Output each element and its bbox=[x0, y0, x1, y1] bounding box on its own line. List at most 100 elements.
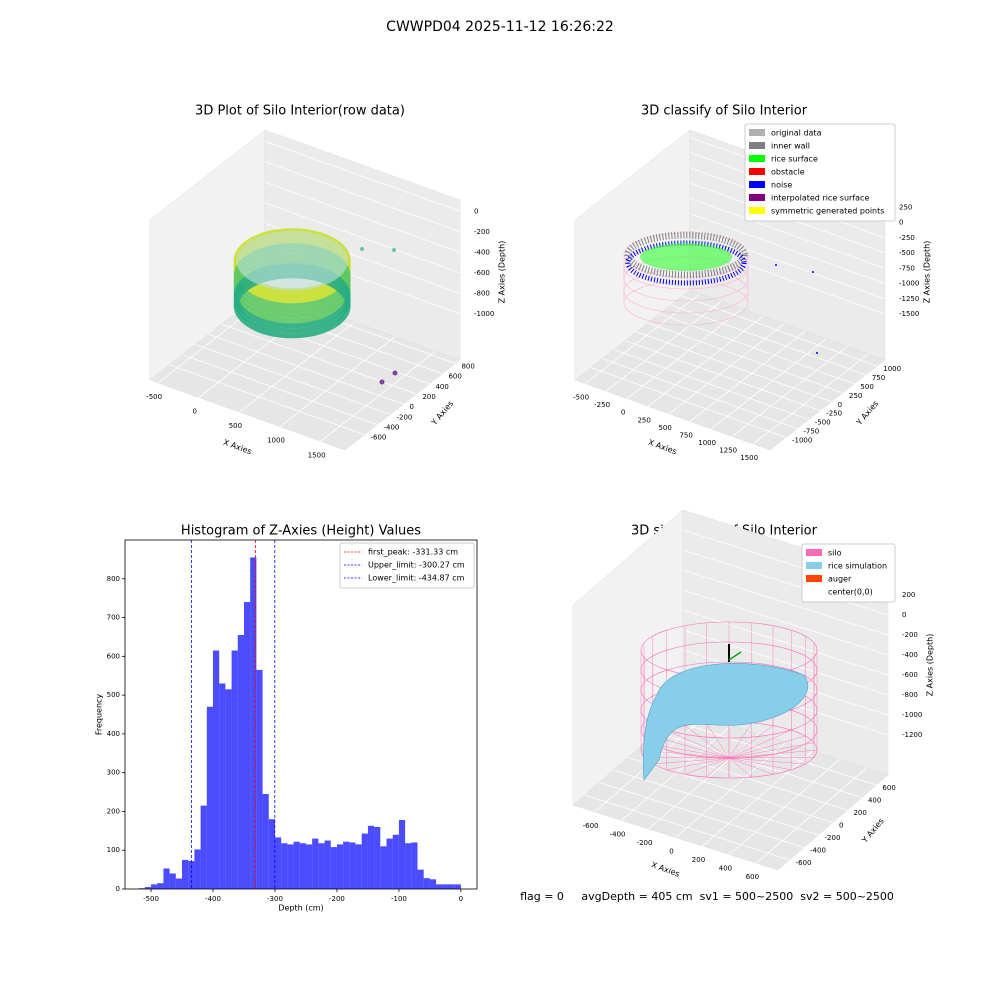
legend-label: Upper_limit: -300.27 cm bbox=[368, 561, 465, 570]
auger bbox=[728, 651, 742, 661]
x-tick-label: -300 bbox=[267, 895, 283, 903]
y-tick-label: 400 bbox=[868, 797, 881, 805]
z-tick-label: -500 bbox=[899, 249, 915, 257]
bar bbox=[293, 841, 300, 889]
bar bbox=[299, 843, 306, 889]
z-axis-label: Z Axies (Depth) bbox=[926, 634, 935, 697]
z-tick-label: -750 bbox=[899, 264, 915, 272]
bar bbox=[429, 879, 437, 889]
y-tick-label: 800 bbox=[461, 363, 474, 371]
z-tick-label: 0 bbox=[899, 219, 903, 227]
y-tick-label: 400 bbox=[435, 383, 448, 391]
x-axis-label: X Axies bbox=[650, 860, 681, 879]
point bbox=[816, 352, 818, 354]
silo-wire bbox=[666, 730, 730, 759]
x-tick-label: 1500 bbox=[308, 451, 326, 459]
grid-line bbox=[659, 313, 855, 385]
bar bbox=[392, 834, 399, 889]
y-tick-label: -250 bbox=[826, 410, 842, 418]
y-tick-label: -600 bbox=[370, 434, 386, 442]
x-tick-label: 0 bbox=[459, 895, 463, 903]
bar bbox=[417, 869, 424, 889]
legend-box bbox=[339, 542, 475, 589]
legend-label: Lower_limit: -434.87 cm bbox=[368, 574, 465, 583]
y-tick-label: 800 bbox=[107, 575, 120, 583]
x-tick-label: 0 bbox=[669, 848, 673, 856]
x-tick-label: 500 bbox=[229, 422, 242, 430]
point bbox=[775, 264, 777, 266]
bar bbox=[312, 838, 319, 889]
y-tick-label: -400 bbox=[810, 847, 826, 855]
x-tick-label: -200 bbox=[329, 895, 345, 903]
bar bbox=[324, 840, 331, 889]
z-tick-label: -1250 bbox=[899, 295, 919, 303]
grid-line bbox=[656, 732, 863, 798]
grid-line bbox=[682, 609, 889, 676]
bar bbox=[405, 843, 412, 889]
grid-line bbox=[689, 213, 886, 285]
y-tick-label: 600 bbox=[882, 784, 895, 792]
grid-line bbox=[208, 333, 404, 405]
bar bbox=[200, 805, 207, 889]
x-tick-label: -500 bbox=[143, 895, 159, 903]
y-tick-label: -200 bbox=[825, 834, 841, 842]
legend-swatch bbox=[749, 142, 765, 149]
y-axis-label: Y Axies bbox=[429, 399, 455, 428]
z-tick-label: -250 bbox=[899, 234, 915, 242]
y-tick-label: 1000 bbox=[883, 365, 901, 373]
z-tick-label: -1000 bbox=[899, 280, 919, 288]
y-tick-label: 100 bbox=[107, 846, 120, 854]
silo-wire bbox=[684, 725, 730, 759]
grid-line bbox=[682, 295, 878, 367]
grid-line bbox=[264, 181, 461, 253]
y-axis-label: Y Axies bbox=[860, 817, 886, 846]
x-tick-label: -400 bbox=[205, 895, 221, 903]
z-axis-label: Z Axies (Depth) bbox=[498, 241, 507, 304]
x-tick-label: -400 bbox=[610, 830, 626, 838]
grid-line bbox=[598, 782, 805, 848]
z-tick-label: -800 bbox=[474, 289, 490, 297]
bar bbox=[355, 844, 362, 889]
panel-title: 3D Plot of Silo Interior(row data) bbox=[195, 104, 405, 119]
legend-swatch bbox=[806, 549, 822, 556]
bar bbox=[305, 844, 313, 889]
y-tick-label: 250 bbox=[849, 392, 862, 400]
bar bbox=[349, 842, 356, 889]
bar bbox=[336, 844, 344, 889]
x-tick-label: -500 bbox=[146, 393, 162, 401]
z-tick-label: -200 bbox=[474, 228, 490, 236]
z-tick-label: -600 bbox=[902, 671, 918, 679]
y-tick-label: -1000 bbox=[792, 437, 812, 445]
x-tick-label: 400 bbox=[719, 865, 732, 873]
legend-swatch bbox=[749, 155, 765, 162]
grid-line bbox=[613, 769, 819, 836]
bar bbox=[454, 884, 461, 889]
bar bbox=[367, 825, 375, 889]
bar bbox=[194, 849, 201, 889]
legend-swatch bbox=[749, 168, 765, 175]
y-tick-label: 500 bbox=[107, 691, 120, 699]
y-tick-label: -750 bbox=[803, 428, 819, 436]
grid-line bbox=[682, 589, 889, 656]
x-axis-label: Depth (cm) bbox=[278, 904, 323, 913]
y-tick-label: 600 bbox=[107, 652, 120, 660]
x-tick-label: 500 bbox=[658, 424, 671, 432]
y-tick-label: -200 bbox=[396, 413, 412, 421]
z-tick-label: 250 bbox=[899, 203, 912, 211]
rice-surface bbox=[642, 663, 809, 781]
bar bbox=[268, 819, 275, 889]
y-tick-label: 400 bbox=[107, 730, 120, 738]
grid-line bbox=[613, 349, 809, 421]
y-tick-label: 750 bbox=[872, 374, 885, 382]
x-tick-label: 1000 bbox=[698, 439, 716, 447]
bar bbox=[225, 689, 232, 889]
x-tick-label: -100 bbox=[391, 895, 407, 903]
silo-wire bbox=[684, 757, 730, 775]
z-tick-label: -1000 bbox=[902, 711, 922, 719]
x-axis-label: X Axies bbox=[647, 438, 678, 457]
y-tick-label: -500 bbox=[815, 419, 831, 427]
legend-swatch bbox=[749, 181, 765, 188]
legend-swatch bbox=[806, 575, 822, 582]
bar bbox=[231, 650, 238, 889]
bar bbox=[448, 884, 455, 889]
